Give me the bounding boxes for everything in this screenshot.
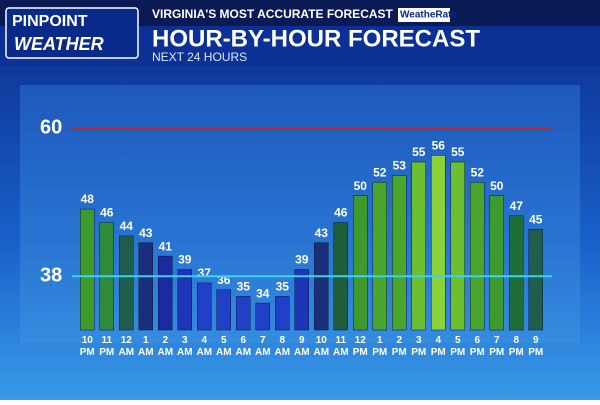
x-tick-label: 8 AM (274, 335, 290, 358)
x-tick-label: 1 PM (372, 335, 387, 358)
bar (489, 195, 504, 331)
bar (431, 155, 446, 331)
bar (275, 296, 290, 331)
logo-line1: PINPOINT (12, 13, 88, 30)
value-label: 36 (217, 273, 231, 287)
x-tick-label: 3 AM (177, 335, 193, 358)
value-label: 45 (529, 212, 543, 226)
tagline: VIRGINIA'S MOST ACCURATE FORECAST (152, 7, 394, 21)
reference-label: 38 (40, 265, 62, 287)
x-tick-label: 9 PM (528, 335, 543, 358)
value-label: 39 (295, 253, 309, 267)
bar (119, 235, 134, 331)
value-label: 39 (178, 253, 192, 267)
bar (353, 195, 368, 331)
value-label: 52 (471, 165, 485, 179)
value-label: 44 (120, 219, 134, 233)
x-tick-label: 7 PM (489, 335, 504, 358)
x-tick-label: 5 PM (450, 335, 465, 358)
x-tick-label: 6 AM (235, 335, 251, 358)
x-tick-label: 2 PM (392, 335, 407, 358)
x-tick-label: 9 AM (294, 335, 310, 358)
x-tick-label: 8 PM (509, 335, 524, 358)
bar (294, 269, 309, 331)
bar (197, 282, 212, 331)
value-label: 37 (198, 266, 212, 280)
badge-box (398, 8, 450, 22)
plot: 48 10 PM 46 11 PM 44 12 AM 43 1 AM 41 2 AM 39 3 AM 37 4 AM 36… (40, 117, 552, 358)
bar (216, 289, 231, 331)
value-label: 53 (393, 159, 407, 173)
chart-subtitle: NEXT 24 HOURS (152, 50, 247, 64)
value-label: 55 (451, 145, 465, 159)
value-label: 50 (490, 179, 504, 193)
x-tick-label: 11 AM (333, 335, 349, 358)
x-tick-label: 6 PM (470, 335, 485, 358)
bar (138, 242, 153, 331)
chart-title: HOUR-BY-HOUR FORECAST (152, 25, 480, 52)
x-tick-label: 7 AM (255, 335, 271, 358)
x-tick-label: 3 PM (411, 335, 426, 358)
value-label: 43 (315, 226, 329, 240)
value-label: 46 (334, 206, 348, 220)
bar (314, 242, 329, 331)
value-label: 47 (510, 199, 524, 213)
bar (528, 228, 543, 331)
bar (236, 296, 251, 331)
value-label: 46 (100, 206, 114, 220)
x-tick-label: 5 AM (216, 335, 232, 358)
value-label: 43 (139, 226, 153, 240)
logo-line2: WEATHER (14, 34, 104, 54)
reference-label: 60 (40, 117, 62, 139)
bar (158, 255, 173, 331)
logo-box (5, 7, 139, 59)
x-tick-label: 12 PM (353, 335, 368, 358)
value-label: 35 (237, 280, 251, 294)
bar (470, 181, 485, 331)
bar (80, 208, 95, 331)
x-tick-label: 12 AM (118, 335, 134, 358)
x-tick-label: 10 AM (313, 335, 329, 358)
value-label: 48 (81, 192, 95, 206)
value-label: 34 (256, 286, 270, 300)
value-label: 52 (373, 165, 387, 179)
bar (450, 161, 465, 331)
bar (372, 181, 387, 331)
value-label: 50 (354, 179, 368, 193)
bar (255, 302, 270, 331)
x-tick-label: 4 AM (196, 335, 212, 358)
x-tick-label: 1 AM (138, 335, 154, 358)
x-tick-label: 2 AM (157, 335, 173, 358)
bar (177, 269, 192, 331)
bar (392, 175, 407, 331)
x-tick-label: 11 PM (99, 335, 114, 358)
bar (509, 215, 524, 331)
badge: WeatheRate (400, 10, 457, 21)
value-label: 55 (412, 145, 426, 159)
x-tick-label: 10 PM (80, 335, 95, 358)
x-tick-label: 4 PM (431, 335, 446, 358)
value-label: 56 (432, 138, 446, 152)
value-label: 41 (159, 239, 173, 253)
bar (411, 161, 426, 331)
value-label: 35 (276, 280, 290, 294)
